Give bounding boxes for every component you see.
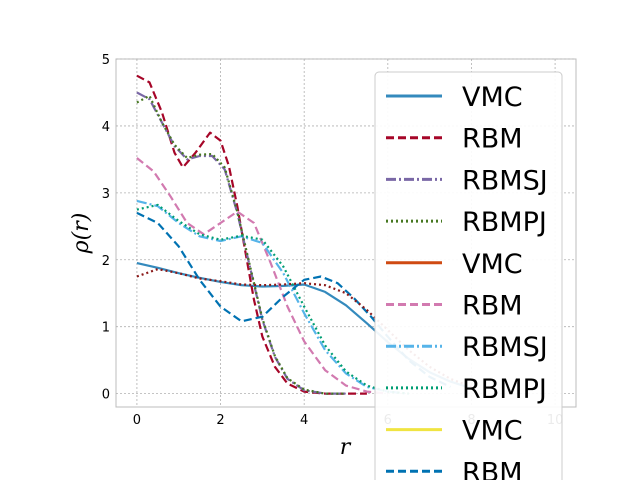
legend-label: RBMPJ bbox=[462, 207, 547, 238]
legend-label: VMC bbox=[462, 249, 523, 280]
series-line-7 bbox=[136, 199, 409, 395]
series-line-4 bbox=[136, 94, 346, 395]
series-line-2 bbox=[136, 74, 367, 395]
y-tick-label: 5 bbox=[102, 53, 110, 68]
legend-label: VMC bbox=[462, 82, 523, 113]
legend-label: RBMPJ bbox=[462, 374, 547, 405]
x-tick-label: 4 bbox=[300, 413, 308, 428]
x-tick-label: 2 bbox=[216, 413, 224, 428]
series-line-11 bbox=[136, 268, 472, 388]
y-tick-label: 1 bbox=[102, 321, 110, 336]
y-axis-label: ρ(r) bbox=[69, 213, 94, 255]
y-tick-label: 3 bbox=[102, 187, 110, 202]
x-tick-label: 0 bbox=[133, 413, 141, 428]
y-tick-label: 0 bbox=[102, 388, 110, 403]
y-tick-label: 2 bbox=[102, 254, 110, 269]
legend-label: RBMSJ bbox=[462, 332, 548, 363]
series-line-6 bbox=[136, 157, 388, 395]
legend-label: RBM bbox=[462, 124, 523, 155]
legend-label: VMC bbox=[462, 416, 523, 447]
legend-label: RBM bbox=[462, 457, 523, 480]
y-axis-ticks: 0 1 2 3 4 5 bbox=[102, 53, 110, 403]
legend-box bbox=[374, 71, 563, 480]
legend: VMC RBM RBMSJ RBMPJ VMC RBM RBMSJ RBMPJ VMC RBM bbox=[374, 71, 563, 480]
series-group bbox=[136, 74, 472, 395]
x-axis-label: r bbox=[340, 435, 352, 460]
series-line-8 bbox=[136, 203, 409, 395]
legend-label: RBMSJ bbox=[462, 165, 548, 196]
y-tick-label: 4 bbox=[102, 120, 110, 135]
legend-label: RBM bbox=[462, 291, 523, 322]
